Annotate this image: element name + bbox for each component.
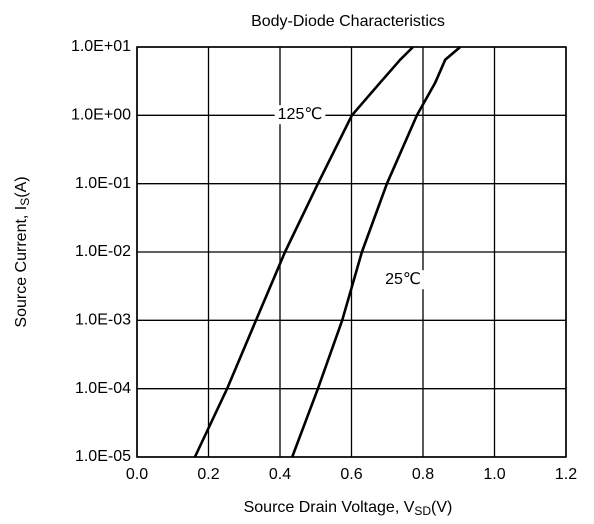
label-background: [274, 105, 326, 125]
y-tick-label: 1.0E-04: [75, 380, 131, 397]
curve-label: 125℃: [278, 106, 323, 123]
x-tick-label: 1.0: [483, 466, 505, 483]
label-background: [382, 270, 424, 290]
x-axis-label: Source Drain Voltage, VSD(V): [244, 499, 453, 518]
x-tick-label: 0.0: [126, 466, 148, 483]
y-tick-label: 1.0E+01: [71, 38, 131, 55]
y-tick-label: 1.0E-01: [75, 175, 131, 192]
y-tick-label: 1.0E-02: [75, 243, 131, 260]
y-axis-label: Source Current, IS(A): [13, 176, 32, 327]
x-tick-label: 1.2: [555, 466, 577, 483]
curve: [290, 46, 462, 458]
curve-label: 25℃: [385, 271, 421, 288]
y-tick-label: 1.0E-05: [75, 448, 131, 465]
x-tick-label: 0.6: [340, 466, 362, 483]
chart-title: Body-Diode Characteristics: [251, 13, 445, 30]
curve: [193, 46, 414, 458]
x-tick-label: 0.8: [412, 466, 434, 483]
plot-frame: [136, 46, 567, 458]
x-tick-label: 0.4: [269, 466, 291, 483]
x-tick-label: 0.2: [197, 466, 219, 483]
y-tick-label: 1.0E+00: [71, 107, 131, 124]
y-tick-label: 1.0E-03: [75, 312, 131, 329]
